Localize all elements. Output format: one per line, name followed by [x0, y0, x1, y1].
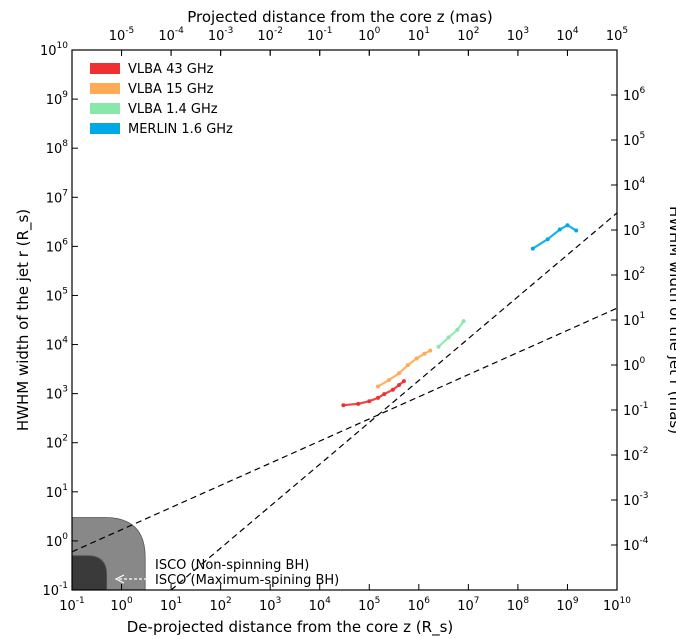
series-point-1-0: [375, 384, 380, 389]
legend: VLBA 43 GHz VLBA 15 GHz VLBA 1.4 GHz MER…: [90, 62, 233, 137]
x-tick-label: 102: [209, 596, 231, 614]
top-x-tick-label: 103: [507, 26, 529, 44]
right-y-tick-label: 102: [623, 266, 645, 284]
series-point-3-2: [557, 227, 562, 232]
y-tick-label: 1010: [40, 41, 68, 59]
right-y-axis-label: HWHM width of the jet r (mas): [666, 206, 676, 434]
top-x-tick-label: 10-2: [257, 26, 283, 44]
y-tick-label: 107: [46, 188, 68, 206]
series-point-0-2: [367, 399, 372, 404]
series-point-0-7: [401, 379, 406, 384]
isco-nonspinning-label: ISCO (Non-spinning BH): [155, 558, 309, 573]
series-point-0-0: [341, 403, 346, 408]
series-point-0-5: [390, 387, 395, 392]
x-tick-label: 101: [160, 596, 182, 614]
right-y-tick-label: 10-3: [623, 491, 649, 509]
series-point-1-6: [428, 348, 433, 353]
legend-label-vlba43: VLBA 43 GHz: [128, 62, 214, 77]
y-tick-label: 109: [46, 90, 69, 108]
legend-swatch-merlin: [90, 123, 120, 134]
top-x-tick-label: 10-5: [109, 26, 135, 44]
right-y-tick-label: 101: [623, 311, 645, 329]
top-x-tick-label: 10-3: [208, 26, 234, 44]
series-point-3-4: [574, 228, 579, 233]
legend-swatch-vlba15: [90, 83, 120, 94]
series-point-1-2: [397, 371, 402, 376]
series-point-2-0: [436, 344, 441, 349]
y-tick-label: 101: [46, 483, 68, 501]
series-point-2-3: [461, 319, 466, 324]
right-y-tick-label: 10-1: [623, 401, 649, 419]
right-y-tick-label: 100: [623, 356, 646, 374]
top-x-tick-label: 101: [408, 26, 430, 44]
series-point-0-4: [382, 392, 387, 397]
series-point-3-3: [565, 223, 570, 228]
isco-arrow-head: [114, 574, 125, 584]
top-x-tick-label: 105: [606, 26, 628, 44]
top-x-tick-label: 100: [358, 26, 381, 44]
top-x-tick-label: 10-1: [307, 26, 333, 44]
right-y-tick-label: 104: [623, 176, 646, 194]
y-tick-label: 100: [46, 532, 69, 550]
top-x-tick-label: 102: [457, 26, 479, 44]
series-point-1-4: [414, 356, 419, 361]
fit-line-1: [170, 212, 618, 591]
series-point-1-1: [386, 377, 391, 382]
legend-swatch-vlba14: [90, 103, 120, 114]
series-point-1-5: [422, 351, 427, 356]
x-tick-label: 10-1: [59, 596, 85, 614]
x-tick-label: 100: [110, 596, 133, 614]
x-tick-label: 106: [408, 596, 431, 614]
x-tick-label: 104: [309, 596, 332, 614]
series-point-3-1: [545, 237, 550, 242]
series-point-1-3: [405, 363, 410, 368]
top-x-axis-label: Projected distance from the core z (mas): [187, 8, 492, 26]
x-tick-label: 105: [358, 596, 380, 614]
y-tick-label: 104: [46, 336, 69, 354]
y-tick-label: 103: [46, 385, 68, 403]
x-axis-label: De-projected distance from the core z (R…: [127, 618, 454, 637]
right-y-tick-label: 106: [623, 86, 646, 104]
x-tick-label: 108: [507, 596, 530, 614]
top-x-tick-label: 104: [556, 26, 579, 44]
plot-background: [72, 50, 617, 590]
series-point-0-6: [397, 382, 402, 387]
right-y-tick-label: 10-4: [623, 536, 649, 554]
legend-swatch-vlba43: [90, 63, 120, 74]
series-point-0-1: [356, 401, 361, 406]
y-tick-label: 108: [46, 139, 69, 157]
series-point-2-2: [455, 327, 460, 332]
series-point-3-0: [530, 246, 535, 251]
legend-label-merlin: MERLIN 1.6 GHz: [128, 122, 233, 137]
x-tick-label: 1010: [603, 596, 631, 614]
x-tick-label: 107: [457, 596, 479, 614]
x-tick-label: 109: [556, 596, 579, 614]
right-y-tick-label: 105: [623, 131, 645, 149]
right-y-tick-label: 10-2: [623, 446, 649, 464]
y-tick-label: 106: [46, 237, 69, 255]
isco-region-1: [71, 555, 108, 591]
y-axis-label: HWHM width of the jet r (R_s): [14, 209, 33, 431]
series-line-2: [437, 320, 465, 348]
top-x-tick-label: 10-4: [158, 26, 184, 44]
x-tick-label: 103: [259, 596, 281, 614]
right-y-tick-label: 103: [623, 221, 645, 239]
legend-label-vlba14: VLBA 1.4 GHz: [128, 102, 218, 117]
legend-label-vlba15: VLBA 15 GHz: [128, 82, 214, 97]
y-tick-label: 105: [46, 286, 68, 304]
y-tick-label: 10-1: [42, 581, 68, 599]
isco-maxspin-label: ISCO (Maximum-spining BH): [155, 573, 339, 588]
y-tick-label: 102: [46, 434, 68, 452]
series-point-0-3: [375, 395, 380, 400]
series-point-2-1: [446, 335, 451, 340]
